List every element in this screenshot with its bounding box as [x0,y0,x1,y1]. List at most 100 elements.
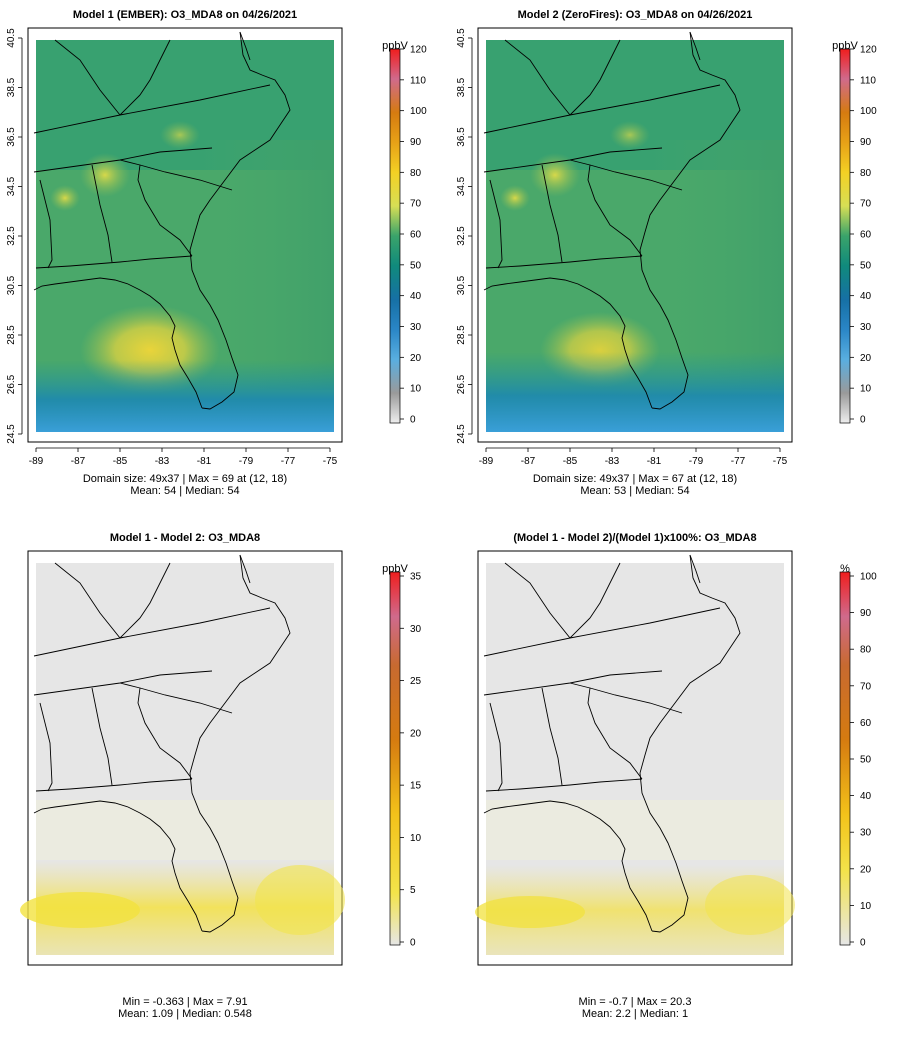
map-boundary [504,39,621,116]
map-boundary [189,554,291,933]
colorbar-tick-label: 110 [860,75,876,86]
panel-2-stats-line-1: Domain size: 49x37 | Max = 67 at (12, 18… [533,473,737,485]
x-tick-label: -79 [689,456,704,467]
colorbar-tick-label: 20 [860,353,872,364]
colorbar-tick-label: 60 [860,230,872,241]
colorbar-tick-label: 40 [860,791,872,802]
map-boundary [569,159,683,257]
map-boundary [239,31,251,61]
panel-3-stats-line-1: Min = -0.363 | Max = 7.91 [122,996,247,1008]
x-tick-label: -87 [71,456,86,467]
colorbar-tick-label: 15 [410,781,422,792]
map-boundary [489,179,503,269]
panel-3-heatmap [20,563,345,955]
map-boundary [541,687,563,786]
x-tick-label: -83 [605,456,620,467]
map-boundary [91,164,113,263]
map-boundary [639,554,741,933]
colorbar-tick-label: 10 [860,384,872,395]
map-boundary [33,670,213,696]
panel-2-map-outlines [483,31,741,410]
panel-4-title: (Model 1 - Model 2)/(Model 1)x100%: O3_M… [513,532,756,544]
panel-model-2-zerofires: Model 2 (ZeroFires): O3_MDA8 on 04/26/20… [456,9,877,497]
panel-difference: Model 1 - Model 2: O3_MDA8 Min = -0.363 … [20,532,422,1020]
colorbar-tick-label: 60 [410,230,422,241]
map-boundary [35,778,193,792]
y-tick-label: 36.5 [456,127,467,147]
panel-3-title: Model 1 - Model 2: O3_MDA8 [110,532,260,544]
colorbar-tick-label: 30 [410,624,422,635]
colorbar-tick-label: 20 [410,353,422,364]
colorbar-tick-label: 110 [410,75,426,86]
map-boundary [485,778,643,792]
map-boundary [39,702,53,792]
colorbar-tick-label: 100 [860,572,877,583]
map-boundary [569,682,683,780]
panel-1-stats-line-2: Mean: 54 | Median: 54 [130,485,239,497]
colorbar-tick-label: 90 [860,608,872,619]
colorbar-tick-label: 0 [860,415,866,426]
map-boundary [689,554,701,584]
colorbar-tick-label: 100 [860,106,877,117]
colorbar-tick-label: 30 [860,322,872,333]
panel-4-colorbar-unit: % [840,563,850,575]
panel-1-heatmap [36,40,334,432]
colorbar-tick-label: 60 [860,718,872,729]
x-tick-label: -87 [521,456,536,467]
panel-3-colorbar: ppbV 0 5 10 15 20 25 30 35 [382,563,421,949]
colorbar-tick-label: 20 [860,864,872,875]
y-tick-label: 32.5 [456,226,467,246]
colorbar-tick-label: 0 [860,938,866,949]
colorbar-tick-label: 0 [410,415,416,426]
map-boundary [483,84,721,134]
panel-model-1-ember: Model 1 (EMBER): O3_MDA8 on 04/26/2021 -… [6,9,427,497]
colorbar-tick-label: 120 [410,45,427,56]
y-tick-label: 28.5 [6,325,17,345]
colorbar-tick-label: 40 [860,291,872,302]
colorbar-tick-label: 90 [410,137,422,148]
map-boundary [489,702,503,792]
colorbar-tick-label: 120 [860,45,877,56]
panel-4-stats-line-1: Min = -0.7 | Max = 20.3 [579,996,692,1008]
colorbar-tick-label: 90 [860,137,872,148]
y-tick-label: 24.5 [6,424,17,444]
map-boundary [483,277,653,409]
y-tick-label: 26.5 [6,374,17,394]
panel-3-colorbar-unit: ppbV [382,563,408,575]
panel-2-y-axis: 24.5 26.5 28.5 30.5 32.5 34.5 36.5 38.5 40.5 [456,28,473,444]
map-boundary [119,159,233,257]
map-boundary [639,31,741,410]
map-boundary [119,682,233,780]
y-tick-label: 26.5 [456,374,467,394]
map-boundary [504,562,621,639]
colorbar-tick-label: 30 [410,322,422,333]
panel-2-heatmap [486,40,784,432]
x-tick-label: -75 [323,456,338,467]
y-tick-label: 28.5 [456,325,467,345]
colorbar-tick-label: 70 [410,199,422,210]
colorbar-tick-label: 70 [860,199,872,210]
y-tick-label: 36.5 [6,127,17,147]
panel-1-x-axis: -89 -87 -85 -83 -81 -79 -77 -75 [29,447,338,467]
x-tick-label: -89 [29,456,44,467]
colorbar-tick-label: 20 [410,728,422,739]
map-boundary [91,687,113,786]
map-boundary [189,31,291,410]
panel-2-x-axis: -89 -87 -85 -83 -81 -79 -77 -75 [479,447,788,467]
panel-1-colorbar-ticks: 0 10 20 30 40 50 60 70 80 90 100 110 120 [400,45,427,426]
y-tick-label: 24.5 [456,424,467,444]
colorbar-tick-label: 80 [860,168,872,179]
y-tick-label: 40.5 [456,28,467,48]
colorbar-tick-label: 50 [410,260,422,271]
colorbar-tick-label: 35 [410,572,422,583]
panel-1-map-outlines [33,31,291,410]
colorbar-tick-label: 80 [860,645,872,656]
colorbar-tick-label: 5 [410,885,416,896]
panel-1-title: Model 1 (EMBER): O3_MDA8 on 04/26/2021 [73,9,297,21]
panel-1-stats-line-1: Domain size: 49x37 | Max = 69 at (12, 18… [83,473,287,485]
map-boundary [54,39,171,116]
panel-1-y-axis: 24.5 26.5 28.5 30.5 32.5 34.5 36.5 38.5 40.5 [6,28,23,444]
colorbar-tick-label: 100 [410,106,427,117]
x-tick-label: -77 [281,456,296,467]
